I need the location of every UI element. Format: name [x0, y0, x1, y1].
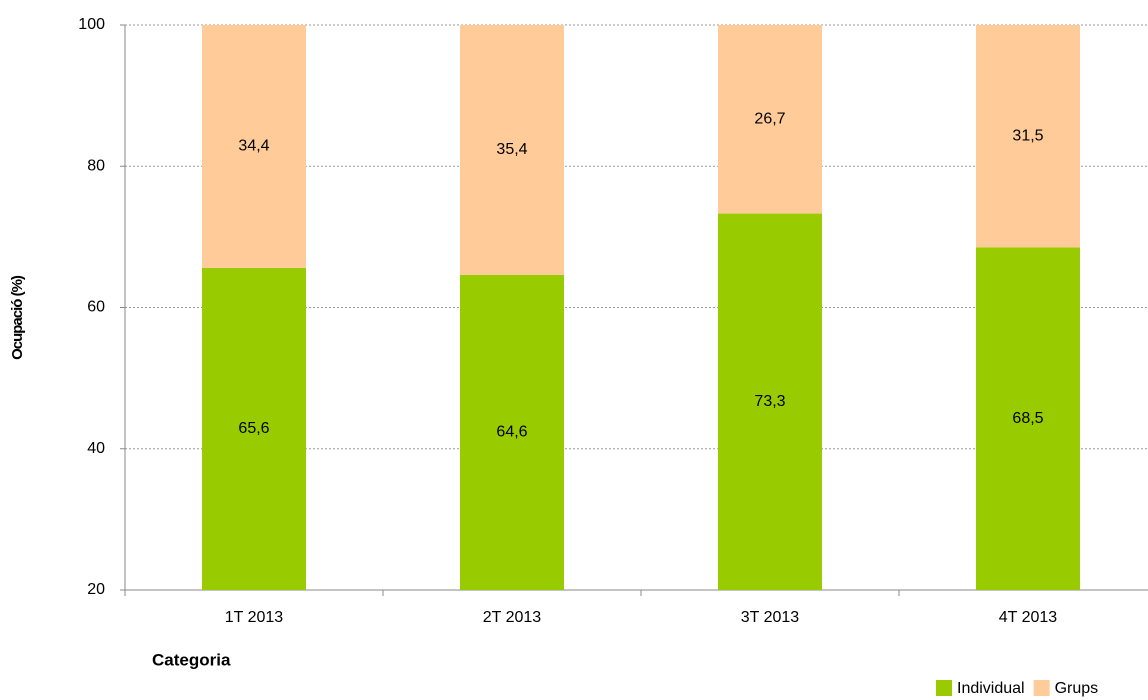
- y-tick-label: 60: [87, 299, 105, 316]
- data-label: 68,5: [1012, 410, 1043, 427]
- data-label: 34,4: [238, 138, 269, 155]
- bar-segment: [460, 25, 564, 276]
- x-axis-label: Categoria: [152, 650, 231, 669]
- legend-label: Grups: [1055, 680, 1099, 697]
- bar-segment: [202, 267, 306, 590]
- data-label: 35,4: [496, 141, 527, 158]
- x-tick-label: 2T 2013: [483, 609, 542, 626]
- y-tick-label: 40: [87, 440, 105, 457]
- bar-segment: [718, 25, 822, 214]
- data-label: 26,7: [754, 111, 785, 128]
- x-tick-label: 3T 2013: [741, 609, 800, 626]
- bar-segment: [718, 213, 822, 590]
- bar-segment: [460, 275, 564, 590]
- data-label: 65,6: [238, 420, 269, 437]
- x-tick-label: 1T 2013: [225, 609, 284, 626]
- legend-swatch: [1033, 680, 1050, 696]
- bar-segment: [976, 25, 1080, 248]
- bar-segment: [976, 247, 1080, 590]
- legend-label: Individual: [957, 680, 1025, 697]
- y-axis-label: Ocupació (%): [9, 275, 26, 360]
- y-tick-label: 20: [87, 581, 105, 598]
- x-tick-label: 4T 2013: [999, 609, 1058, 626]
- bar-segment: [202, 25, 306, 268]
- data-label: 64,6: [496, 424, 527, 441]
- data-label: 73,3: [754, 393, 785, 410]
- data-label: 31,5: [1012, 127, 1043, 144]
- y-tick-label: 100: [78, 16, 105, 33]
- legend-swatch: [936, 680, 952, 696]
- y-tick-label: 80: [87, 157, 105, 174]
